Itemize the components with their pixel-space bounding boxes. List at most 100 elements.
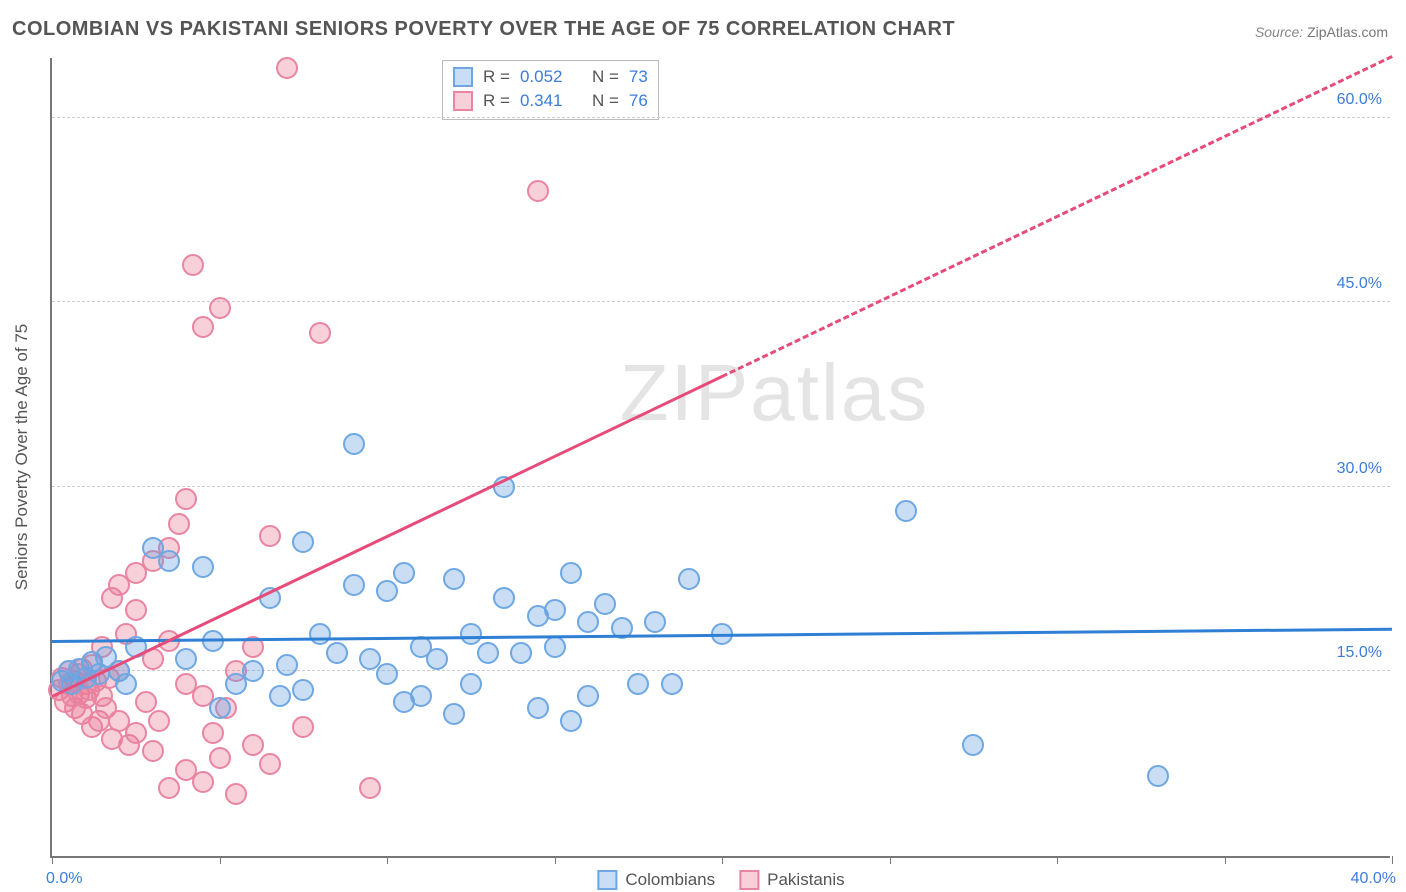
x-tick (1225, 856, 1226, 864)
pakistanis-point (209, 747, 231, 769)
x-tick (387, 856, 388, 864)
colombians-point (443, 703, 465, 725)
colombians-point (627, 673, 649, 695)
x-tick (722, 856, 723, 864)
stats-row-pakistanis: R = 0.341 N = 76 (453, 89, 648, 113)
colombians-point (292, 531, 314, 553)
legend-label-pakistanis: Pakistanis (767, 870, 844, 890)
pakistanis-point (259, 525, 281, 547)
pakistanis-trendline (52, 56, 1392, 696)
colombians-point (376, 580, 398, 602)
source-attribution: Source: ZipAtlas.com (1255, 24, 1388, 40)
x-tick (220, 856, 221, 864)
colombians-point (477, 642, 499, 664)
colombians-point (577, 685, 599, 707)
swatch-colombians (453, 67, 473, 87)
legend-item-pakistanis: Pakistanis (739, 870, 844, 890)
legend-label-colombians: Colombians (625, 870, 715, 890)
pakistanis-point (175, 488, 197, 510)
x-tick (555, 856, 556, 864)
chart-title: COLOMBIAN VS PAKISTANI SENIORS POVERTY O… (12, 18, 955, 41)
source-name: ZipAtlas.com (1307, 24, 1388, 40)
colombians-point (376, 663, 398, 685)
grid-line (52, 301, 1390, 302)
colombians-point (560, 710, 582, 732)
plot-area: Seniors Poverty Over the Age of 75 ZIPat… (50, 58, 1390, 858)
x-tick (1392, 856, 1393, 864)
pakistanis-point (182, 254, 204, 276)
colombians-point (661, 673, 683, 695)
pakistanis-point (125, 599, 147, 621)
source-prefix: Source: (1255, 24, 1307, 40)
x-axis-min-label: 0.0% (46, 870, 82, 888)
legend-item-colombians: Colombians (597, 870, 715, 890)
watermark: ZIPatlas (620, 347, 929, 439)
colombians-point (326, 642, 348, 664)
colombians-point (460, 623, 482, 645)
swatch-pakistanis (739, 870, 759, 890)
x-axis-max-label: 40.0% (1351, 870, 1396, 888)
colombians-point (158, 550, 180, 572)
colombians-point (443, 568, 465, 590)
colombians-point (426, 648, 448, 670)
n-label: N = (592, 91, 619, 111)
pakistanis-point (527, 180, 549, 202)
colombians-point (343, 433, 365, 455)
chart-container: COLOMBIAN VS PAKISTANI SENIORS POVERTY O… (0, 0, 1406, 892)
colombians-point (1147, 765, 1169, 787)
x-tick (52, 856, 53, 864)
correlation-stats-box: R = 0.052 N = 73 R = 0.341 N = 76 (442, 60, 659, 120)
colombians-point (510, 642, 532, 664)
pakistanis-point (309, 322, 331, 344)
grid-line (52, 486, 1390, 487)
r-label: R = (483, 67, 510, 87)
x-tick (1057, 856, 1058, 864)
pakistanis-point (192, 771, 214, 793)
y-tick-label: 30.0% (1337, 460, 1382, 478)
colombians-point (393, 562, 415, 584)
colombians-point (175, 648, 197, 670)
pakistanis-point (168, 513, 190, 535)
colombians-point (644, 611, 666, 633)
legend: Colombians Pakistanis (597, 870, 844, 890)
pakistanis-point (209, 297, 231, 319)
colombians-point (192, 556, 214, 578)
colombians-point (209, 697, 231, 719)
colombians-point (493, 587, 515, 609)
grid-line (52, 117, 1390, 118)
colombians-point (343, 574, 365, 596)
pakistanis-point (242, 734, 264, 756)
colombians-point (460, 673, 482, 695)
y-tick-label: 60.0% (1337, 91, 1382, 109)
pakistanis-point (192, 316, 214, 338)
y-axis-title: Seniors Poverty Over the Age of 75 (12, 324, 32, 590)
pakistanis-point (158, 777, 180, 799)
pakistanis-point (202, 722, 224, 744)
y-tick-label: 15.0% (1337, 644, 1382, 662)
colombians-point (560, 562, 582, 584)
pakistanis-point (259, 753, 281, 775)
stats-row-colombians: R = 0.052 N = 73 (453, 65, 648, 89)
colombians-point (577, 611, 599, 633)
swatch-colombians (597, 870, 617, 890)
colombians-point (309, 623, 331, 645)
colombians-point (544, 599, 566, 621)
colombians-point (276, 654, 298, 676)
colombians-point (895, 500, 917, 522)
n-label: N = (592, 67, 619, 87)
r-value-pakistanis: 0.341 (520, 91, 563, 111)
colombians-point (544, 636, 566, 658)
pakistanis-point (359, 777, 381, 799)
pakistanis-point (225, 783, 247, 805)
r-label: R = (483, 91, 510, 111)
pakistanis-point (276, 57, 298, 79)
colombians-point (678, 568, 700, 590)
colombians-point (410, 685, 432, 707)
swatch-pakistanis (453, 91, 473, 111)
pakistanis-point (292, 716, 314, 738)
colombians-point (594, 593, 616, 615)
colombians-point (292, 679, 314, 701)
n-value-pakistanis: 76 (629, 91, 648, 111)
x-tick (890, 856, 891, 864)
colombians-point (115, 673, 137, 695)
